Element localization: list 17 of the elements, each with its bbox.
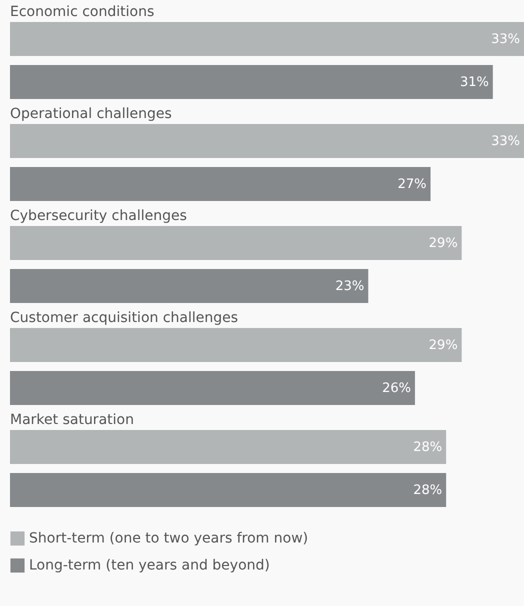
y-tick-label: Operational challenges [10,106,172,122]
data-label: 28% [413,483,442,498]
y-tick-label: Customer acquisition challenges [10,310,238,326]
data-label: 33% [491,32,520,47]
data-label: 29% [428,236,458,251]
data-label: 33% [491,134,520,149]
y-tick-label: Market saturation [10,412,134,428]
data-label: 29% [428,338,458,353]
data-label: 26% [382,381,411,396]
data-label: 27% [398,177,427,192]
data-label: 23% [335,279,364,294]
data-label: 31% [460,75,489,90]
legend-label: Long-term (ten years and beyond) [29,558,270,574]
y-tick-label: Economic conditions [10,4,154,20]
data-label: 28% [413,440,442,455]
legend-label: Short-term (one to two years from now) [29,530,308,546]
y-tick-label: Cybersecurity challenges [10,208,187,224]
